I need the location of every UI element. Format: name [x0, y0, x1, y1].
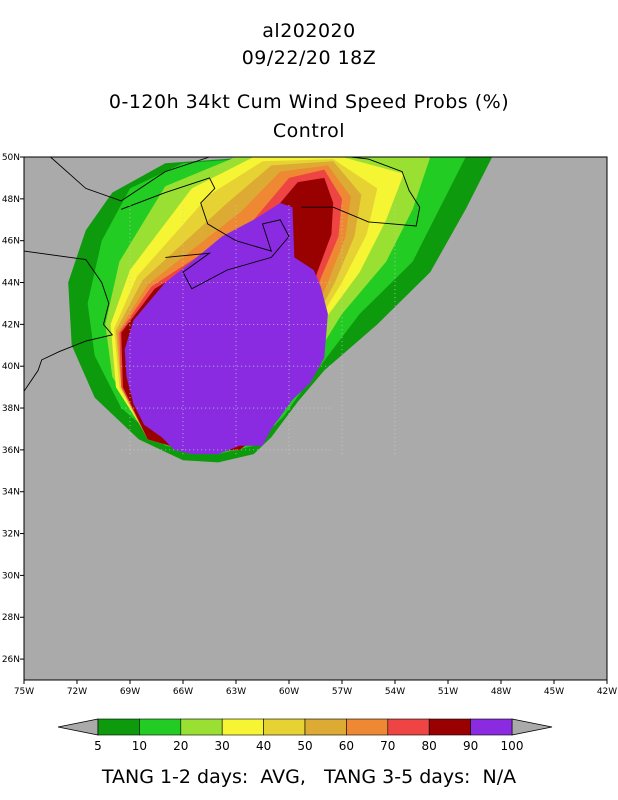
colorbar-label: 90: [463, 739, 478, 753]
y-tick-label: 48N: [2, 195, 20, 205]
coastline-2: [301, 157, 421, 227]
colorbar-label: 60: [339, 739, 354, 753]
plot-frame: [23, 156, 608, 681]
colorbar-swatch: [346, 718, 389, 736]
y-tick-label: 26N: [2, 655, 20, 665]
x-tick-label: 66W: [173, 687, 193, 697]
coastline-3: [50, 157, 210, 202]
colorbar-swatch: [470, 718, 513, 736]
x-tick-label: 45W: [544, 687, 564, 697]
y-tick-label: 44N: [2, 279, 20, 289]
colorbar-swatch: [304, 718, 347, 736]
y-tick-label: 42N: [2, 320, 20, 330]
y-tick-label: 28N: [2, 613, 20, 623]
colorbar-label: 80: [422, 739, 437, 753]
x-tick-label: 57W: [332, 687, 352, 697]
y-tick-label: 46N: [2, 237, 20, 247]
y-tick-label: 38N: [2, 404, 20, 414]
coastline-0: [24, 250, 114, 392]
colorbar-label: 10: [132, 739, 147, 753]
x-tick-label: 63W: [226, 687, 246, 697]
x-tick-label: 54W: [385, 687, 405, 697]
contour-band-90: [124, 203, 328, 455]
coastline-1: [121, 177, 290, 290]
colorbar-label: 30: [215, 739, 230, 753]
colorbar-label: 50: [297, 739, 312, 753]
colorbar-swatch: [97, 718, 140, 736]
colorbar-label: 20: [173, 739, 188, 753]
x-tick-label: 42W: [597, 687, 617, 697]
x-tick-label: 48W: [491, 687, 511, 697]
colorbar-swatch: [221, 718, 264, 736]
x-tick-label: 72W: [67, 687, 87, 697]
x-tick-label: 60W: [279, 687, 299, 697]
y-tick-label: 40N: [2, 362, 20, 372]
y-tick-label: 36N: [2, 446, 20, 456]
colorbar-swatch: [387, 718, 430, 736]
chart-title: 0-120h 34kt Cum Wind Speed Probs (%): [108, 91, 510, 113]
grid-layer: [121, 203, 396, 455]
colorbar-label: 40: [256, 739, 271, 753]
y-tick-label: 50N: [2, 153, 20, 163]
contour-layer: [24, 157, 493, 463]
colorbar-swatch: [180, 718, 223, 736]
colorbar-over-arrow: [511, 718, 553, 736]
x-tick-label: 69W: [120, 687, 140, 697]
x-tick-label: 51W: [438, 687, 458, 697]
colorbar-under-arrow: [57, 718, 99, 736]
colorbar-swatch: [263, 718, 306, 736]
colorbar-label: 70: [380, 739, 395, 753]
colorbar-swatch: [139, 718, 182, 736]
x-tick-label: 75W: [14, 687, 34, 697]
chart-valid-time: 09/22/20 18Z: [241, 47, 377, 69]
chart-subtitle: Control: [272, 120, 346, 142]
y-tick-label: 32N: [2, 530, 20, 540]
y-tick-label: 30N: [2, 571, 20, 581]
chart-storm-id: al202020: [262, 20, 356, 42]
colorbar-label: 5: [94, 739, 102, 753]
colorbar-label: 100: [501, 739, 524, 753]
colorbar-swatch: [428, 718, 471, 736]
y-tick-label: 34N: [2, 488, 20, 498]
chart-footer: TANG 1-2 days: AVG, TANG 3-5 days: N/A: [101, 766, 517, 788]
